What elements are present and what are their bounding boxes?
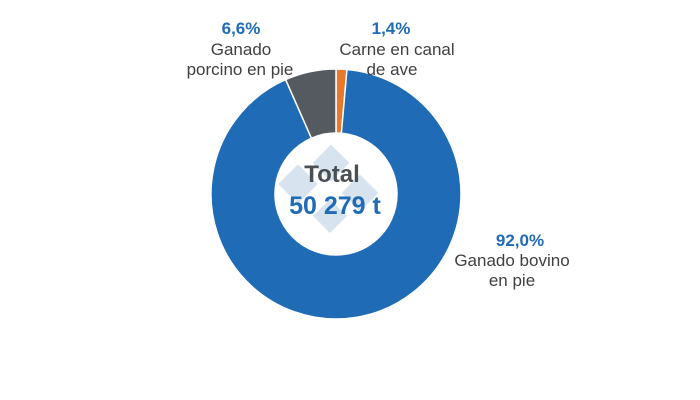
percent-label-porcino: 6,6%	[222, 19, 261, 38]
center-value: 50 279 t	[289, 192, 381, 220]
percent-label-bovino: 92,0%	[496, 231, 544, 250]
label-porcino-line-2: porcino en pie	[187, 60, 294, 79]
donut-slices	[210, 68, 462, 320]
label-porcino-line-1: Ganado	[211, 40, 272, 59]
label-ave-line-2: de ave	[366, 60, 417, 79]
slice-bovino	[210, 68, 462, 320]
center-title: Total	[304, 161, 360, 188]
label-bovino: 92,0% Ganado bovino en pie	[454, 231, 569, 290]
watermark-logo	[278, 144, 379, 233]
label-bovino-line-1: Ganado bovino	[454, 251, 569, 270]
label-bovino-line-2: en pie	[489, 271, 535, 290]
label-ave-line-1: Carne en canal	[339, 40, 454, 59]
label-ave: 1,4% Carne en canal de ave	[339, 19, 454, 79]
label-porcino: 6,6% Ganado porcino en pie	[187, 19, 294, 79]
slice-porcino	[284, 68, 337, 140]
percent-label-ave: 1,4%	[372, 19, 411, 38]
